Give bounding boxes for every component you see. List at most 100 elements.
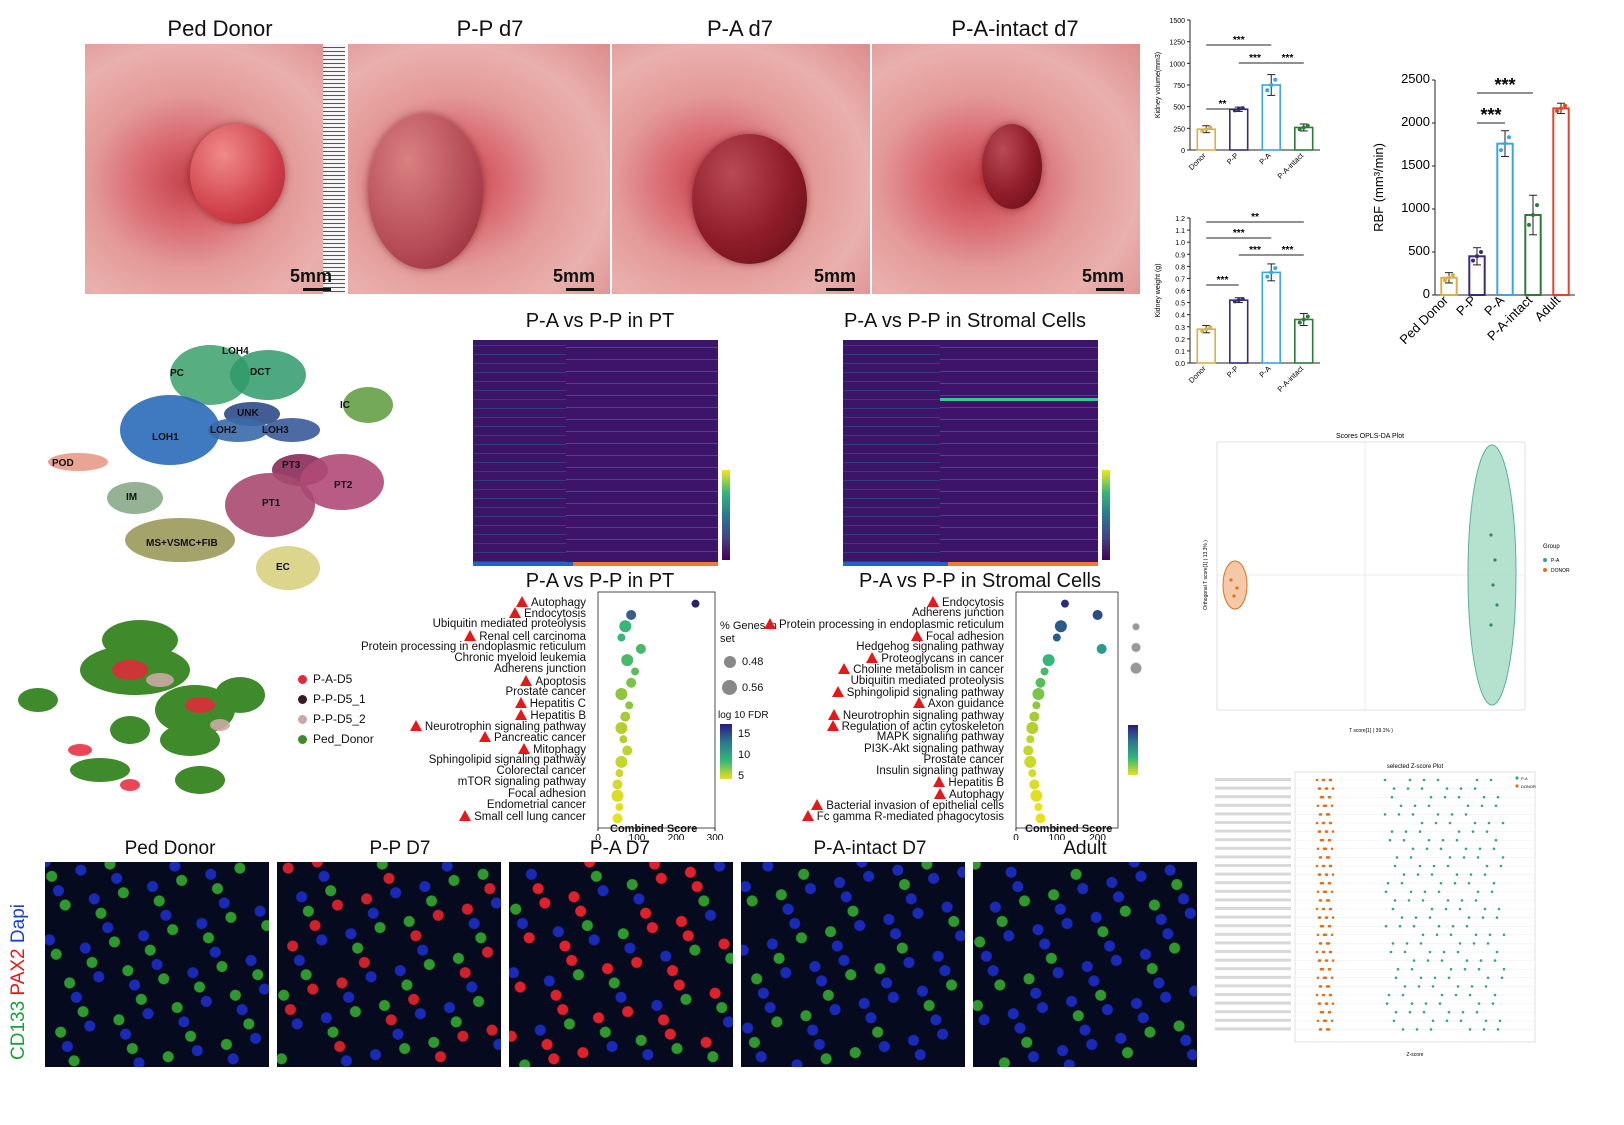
- if-side-label: CD133 PAX2 Dapi: [8, 904, 30, 1060]
- pathway-label: PI3K-Akt signaling pathway: [864, 742, 1004, 755]
- zscore-point: [1431, 1019, 1435, 1023]
- zscore-point: [1430, 873, 1434, 876]
- zscore-point: [1493, 993, 1497, 997]
- metabolite-label-placeholder: [1215, 924, 1291, 928]
- zscore-point: [1316, 890, 1320, 894]
- umap-label-loh1: LOH1: [152, 432, 179, 443]
- size-legend-dot-large: [722, 680, 737, 695]
- if-panel-pp-d7: [277, 862, 501, 1067]
- legend-item-1: P-A-D5: [298, 672, 352, 686]
- data-point: [1208, 125, 1213, 130]
- data-point: [1507, 135, 1511, 140]
- oplsda-plot: Group P-A DONOR Scores OPLS-DA Plot T sc…: [1203, 433, 1570, 734]
- dot: [617, 633, 626, 642]
- dotplot-stromal: 0 100 200: [1013, 591, 1119, 840]
- pathway-label: Apoptosis: [520, 674, 586, 688]
- dot: [619, 620, 632, 633]
- x-tick-label: 300: [707, 833, 724, 840]
- dot: [1024, 755, 1037, 768]
- dot: [1034, 803, 1043, 812]
- dot: [621, 654, 634, 667]
- zscore-point: [1388, 838, 1392, 842]
- dot: [620, 711, 631, 722]
- pathway-label: Neurotrophin signaling pathway: [409, 719, 586, 733]
- zscore-point: [1322, 993, 1326, 997]
- dot: [626, 609, 637, 620]
- zscore-point: [1427, 838, 1431, 842]
- zscore-point: [1456, 950, 1460, 954]
- zscore-point: [1428, 916, 1432, 919]
- y-tick-label: 2500: [1401, 71, 1430, 86]
- pathway-label: Choline metabolism in cancer: [838, 663, 1004, 676]
- pathway-label: Renal cell carcinoma: [464, 629, 586, 643]
- scale-label-1: 5mm: [290, 266, 333, 286]
- zscore-point: [1403, 985, 1407, 988]
- if-panel-ped-donor: [45, 862, 269, 1067]
- photo-pa-intact-d7: 5mm: [872, 44, 1140, 294]
- metabolite-label-placeholder: [1215, 838, 1291, 842]
- if-panel-pa-intact-d7: [741, 862, 965, 1067]
- zscore-point: [1441, 838, 1445, 842]
- dotplot-stromal-size-legend: [1126, 598, 1146, 688]
- dotplot-stromal-xlabel: Combined Score: [1025, 823, 1113, 835]
- zscore-xlabel: Z-score: [1407, 1052, 1424, 1058]
- zscore-point: [1483, 907, 1487, 911]
- zscore-point: [1411, 813, 1415, 816]
- x-tick-label: 200: [1089, 833, 1106, 840]
- umap-label-dct: DCT: [250, 367, 271, 378]
- significance-label: ***: [1494, 75, 1515, 95]
- umap-label-pt3: PT3: [282, 460, 301, 471]
- significance-label: ***: [1233, 35, 1245, 46]
- zscore-point: [1392, 1019, 1396, 1023]
- dot: [615, 803, 624, 812]
- zscore-point: [1443, 795, 1447, 799]
- zscore-point: [1414, 916, 1418, 919]
- zscore-point: [1494, 838, 1498, 842]
- bar: [1229, 108, 1249, 151]
- zscore-point: [1465, 924, 1469, 928]
- bar: [1261, 271, 1281, 364]
- size-legend-label-1: 0.48: [742, 656, 764, 668]
- zscore-point: [1482, 1028, 1486, 1031]
- data-point: [1443, 278, 1447, 283]
- heatmap-pt-group-bar-pp: [573, 562, 718, 566]
- data-point: [1269, 270, 1274, 275]
- pathway-label: MAPK signaling pathway: [876, 731, 1004, 744]
- x-tick-label: P-A: [1257, 151, 1272, 166]
- oplsda-title: Scores OPLS-DA Plot: [1336, 433, 1404, 440]
- metabolite-label-placeholder: [1215, 803, 1291, 807]
- zscore-point: [1329, 993, 1333, 997]
- zscore-point: [1422, 778, 1426, 782]
- zscore-point: [1316, 804, 1320, 808]
- zscore-point: [1435, 933, 1439, 937]
- y-tick-label: 0.9: [1175, 252, 1185, 259]
- zscore-point: [1329, 778, 1333, 782]
- significance-label: ***: [1249, 245, 1261, 256]
- y-tick-label: 500: [1408, 243, 1430, 258]
- zscore-point: [1316, 1019, 1320, 1023]
- pathway-label: Autophagy: [934, 787, 1004, 801]
- legend-dot-icon: [298, 695, 307, 704]
- pathway-label: Focal adhesion: [508, 787, 586, 800]
- pathway-label: mTOR signaling pathway: [457, 776, 586, 789]
- dot: [631, 667, 640, 676]
- dot: [1029, 711, 1040, 722]
- y-tick-label: 250: [1173, 126, 1185, 133]
- if-side-label-pax2: PAX2: [8, 948, 29, 996]
- oplsda-legend-title: Group: [1543, 544, 1560, 550]
- zscore-point: [1328, 924, 1332, 928]
- triangle-marker-icon: [831, 686, 844, 698]
- metabolite-label-placeholder: [1215, 1027, 1291, 1031]
- zscore-point: [1442, 950, 1446, 954]
- triangle-marker-icon: [912, 697, 925, 709]
- zscore-point: [1422, 1010, 1426, 1014]
- scale-bar-2: [566, 288, 594, 291]
- metabolite-label-placeholder: [1215, 1018, 1291, 1022]
- zscore-point: [1315, 778, 1319, 782]
- zscore-point: [1479, 959, 1483, 962]
- zscore-point: [1502, 933, 1506, 937]
- dot: [1042, 654, 1055, 667]
- zscore-point: [1445, 787, 1449, 790]
- zscore-point: [1487, 821, 1491, 825]
- metabolite-label-placeholder: [1215, 932, 1291, 936]
